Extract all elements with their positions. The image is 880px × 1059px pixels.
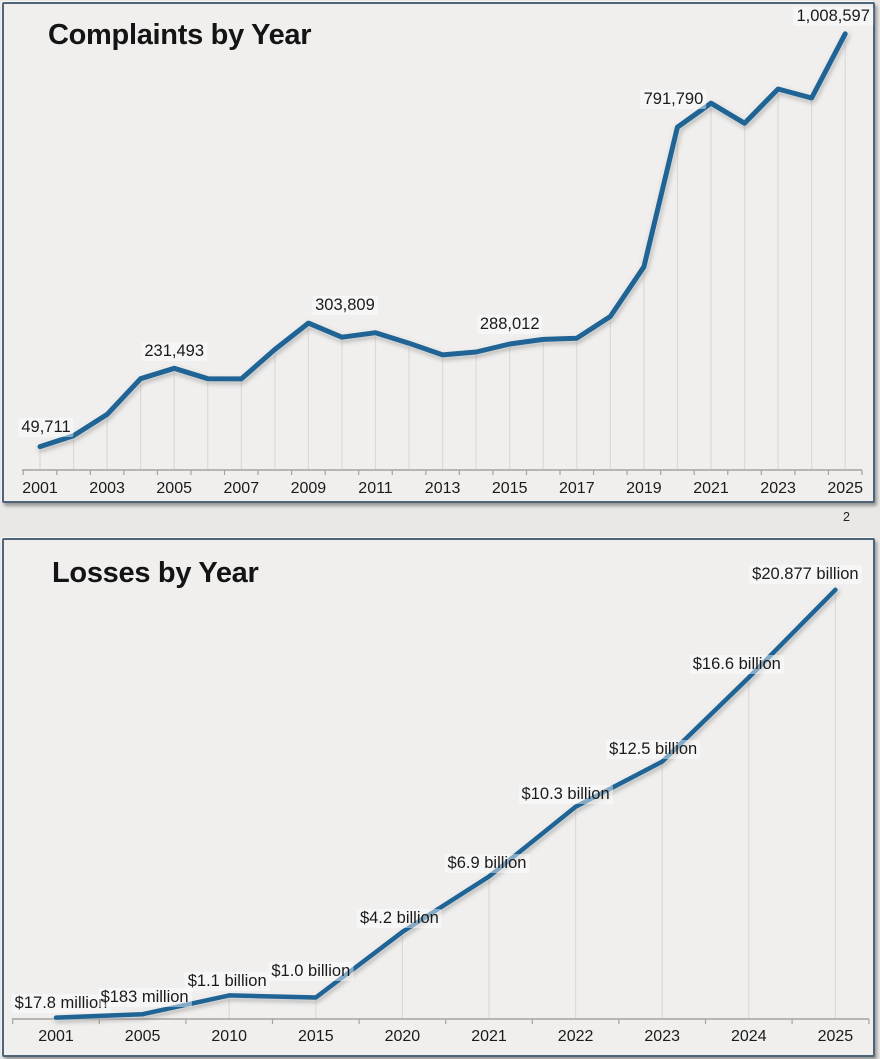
data-label: $6.9 billion (444, 854, 530, 874)
x-axis-label: 2005 (156, 480, 192, 497)
data-label: $183 million (97, 988, 192, 1008)
x-axis-label: 2005 (124, 1028, 161, 1045)
complaints-chart-panel: Complaints by Year (2, 2, 875, 503)
x-axis-label: 2013 (424, 480, 461, 497)
data-label: $16.6 billion (689, 654, 784, 674)
data-label: 1,008,597 (793, 6, 873, 26)
x-axis-label: 2011 (358, 480, 393, 497)
data-label: 49,711 (18, 417, 74, 437)
losses-chart-title: Losses by Year (52, 557, 259, 589)
x-axis-label: 2003 (89, 480, 125, 497)
x-axis-label: 2020 (384, 1028, 421, 1045)
data-label: $1.0 billion (268, 962, 354, 982)
data-label: $10.3 billion (518, 784, 613, 804)
x-axis-label: 2001 (38, 1028, 74, 1045)
losses-chart-panel: Losses by Year (2, 538, 875, 1057)
x-axis-label: 2023 (760, 480, 796, 497)
x-axis-label: 2021 (693, 480, 729, 497)
data-label: 288,012 (476, 315, 543, 335)
x-axis-label: 2022 (557, 1028, 594, 1045)
x-axis-label: 2007 (223, 480, 260, 497)
data-label: 303,809 (312, 296, 378, 316)
x-axis-label: 2001 (22, 480, 58, 497)
x-axis-label: 2024 (731, 1028, 767, 1045)
complaints-chart-title: Complaints by Year (48, 19, 312, 51)
x-axis-label: 2017 (559, 480, 595, 497)
data-label: $17.8 million (11, 993, 111, 1013)
x-axis-label: 2025 (817, 1028, 854, 1045)
x-axis-label: 2025 (827, 480, 863, 497)
x-axis-label: 2015 (298, 1028, 334, 1045)
x-axis-label: 2021 (471, 1028, 507, 1045)
x-axis-label: 2015 (491, 480, 528, 497)
data-label: $12.5 billion (606, 739, 701, 759)
data-label: $4.2 billion (356, 908, 442, 928)
data-label: $20.877 billion (749, 564, 862, 584)
x-axis-label: 2010 (211, 1028, 247, 1045)
data-label: $1.1 billion (184, 972, 270, 992)
x-axis-label: 2019 (626, 480, 662, 497)
data-label: 231,493 (141, 342, 208, 362)
x-axis-label: 2009 (290, 480, 327, 497)
x-axis-label: 2023 (644, 1028, 680, 1045)
data-label: 791,790 (640, 90, 707, 110)
page-number: 2 (843, 510, 850, 524)
